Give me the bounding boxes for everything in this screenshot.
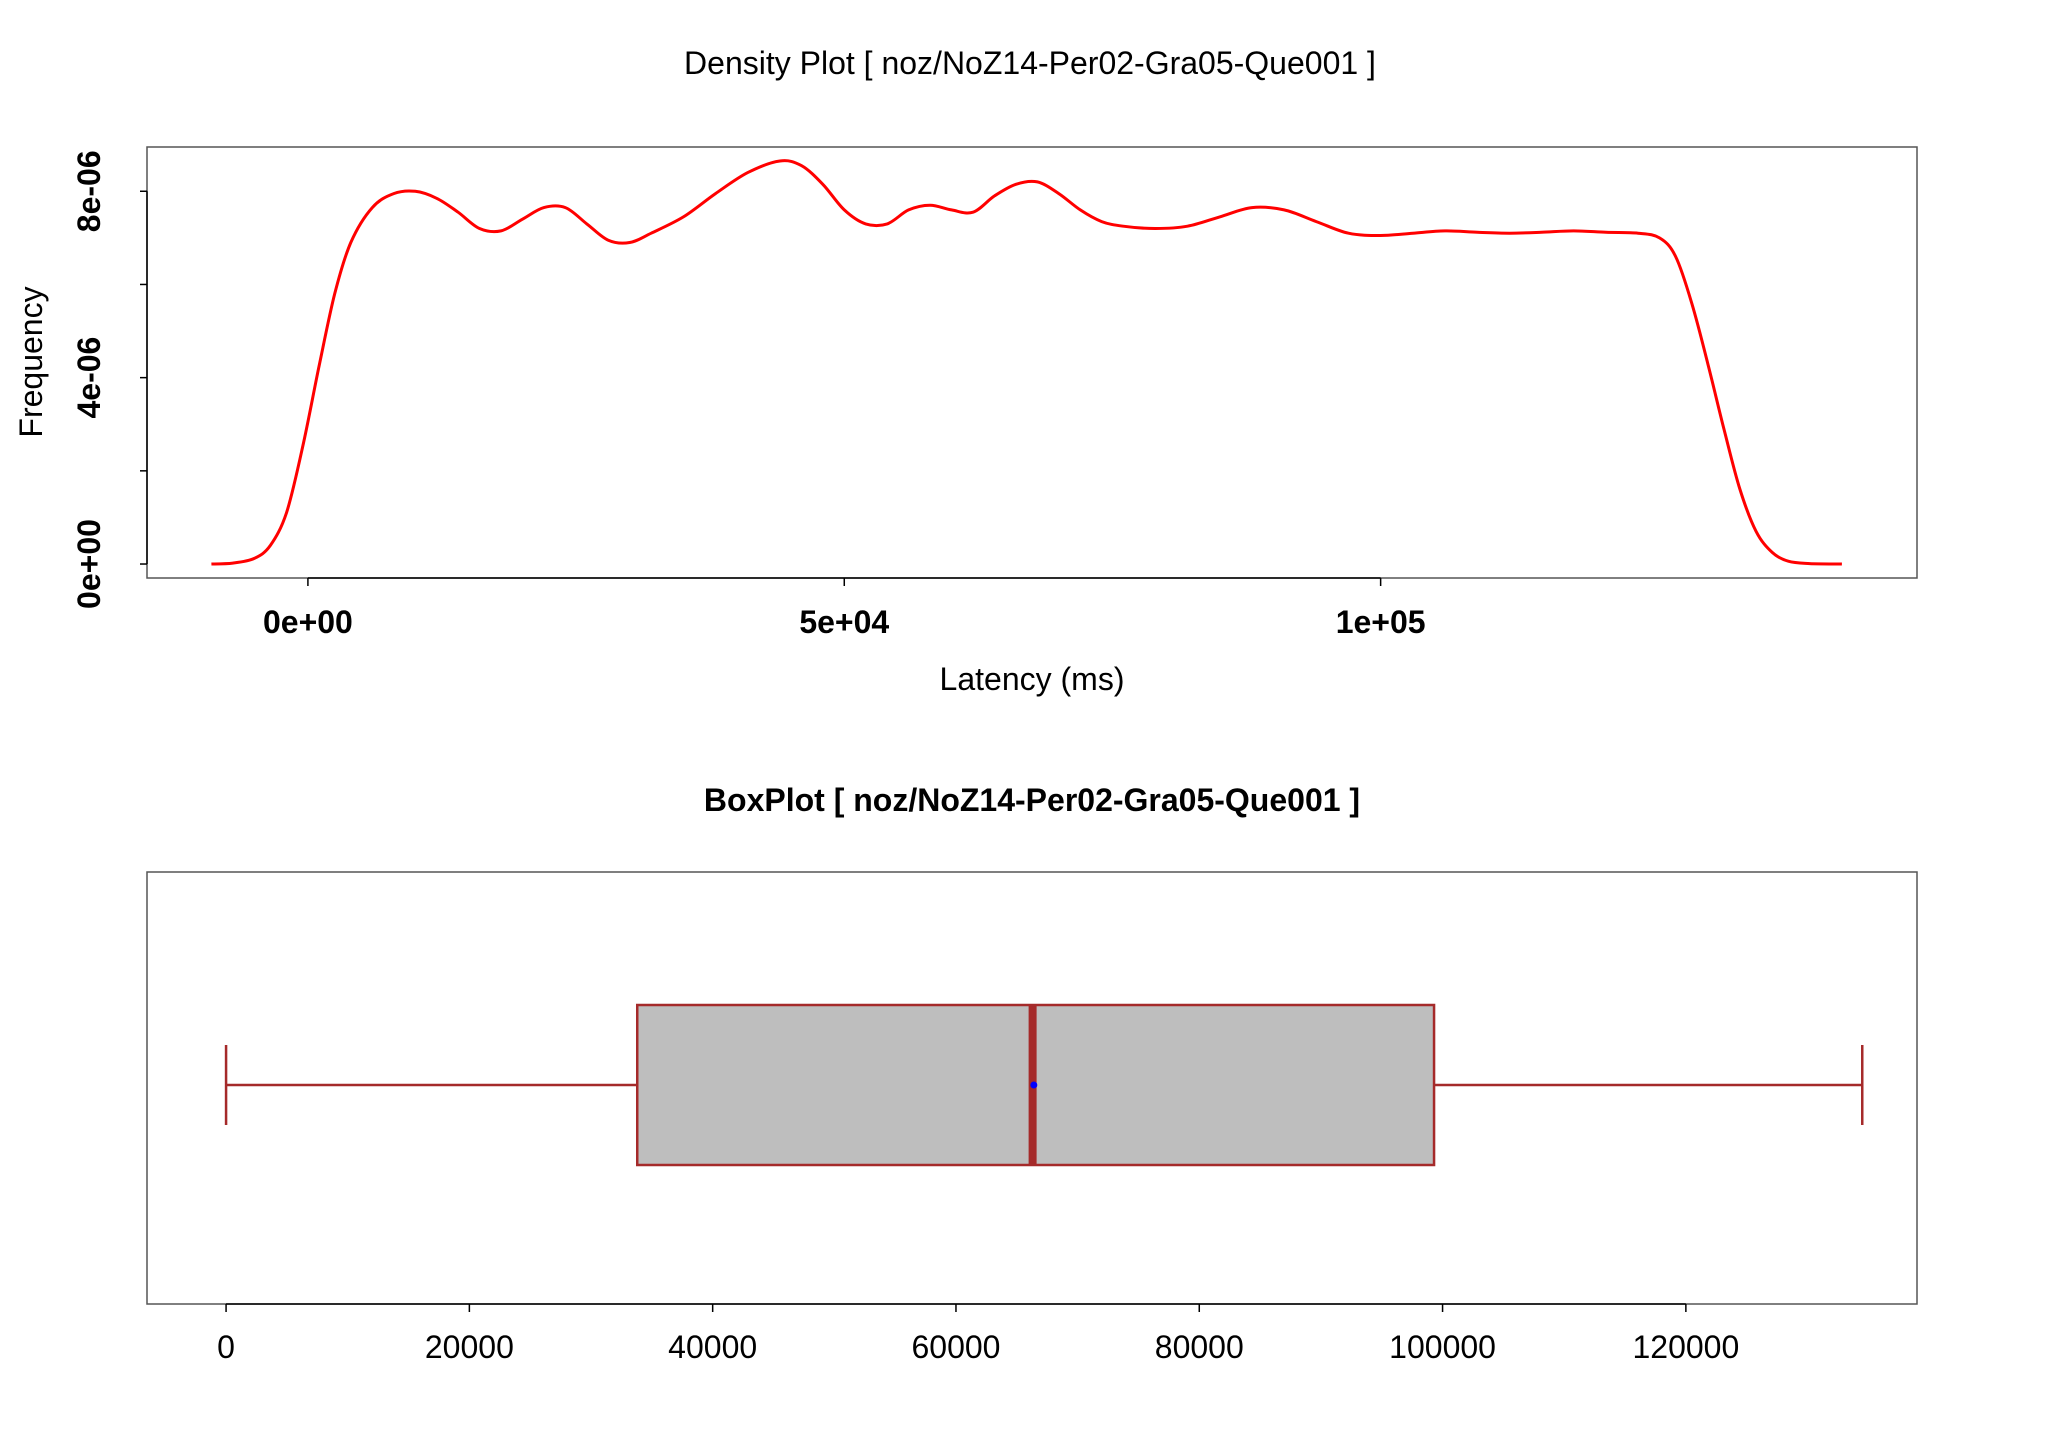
boxplot-x-tick-label: 80000 — [1155, 1329, 1244, 1365]
boxplot-x-tick-label: 0 — [217, 1329, 235, 1365]
density-y-axis: 0e+00 4e-06 8e-06 — [71, 150, 148, 609]
density-x-tick-label: 0e+00 — [263, 604, 353, 640]
density-x-axis: 0e+00 5e+04 1e+05 — [263, 577, 1426, 640]
density-plot-frame — [146, 146, 1918, 579]
density-x-tick-label: 5e+04 — [799, 604, 889, 640]
density-y-tick-label: 8e-06 — [71, 150, 107, 232]
density-y-tick-label: 4e-06 — [71, 337, 107, 419]
density-y-tick-label: 0e+00 — [71, 519, 107, 609]
density-title: Density Plot [ noz/NoZ14-Per02-Gra05-Que… — [684, 45, 1376, 81]
boxplot-x-tick-label: 120000 — [1632, 1329, 1739, 1365]
boxplot-x-tick-label: 40000 — [668, 1329, 757, 1365]
boxplot-title: BoxPlot [ noz/NoZ14-Per02-Gra05-Que001 ] — [704, 782, 1360, 818]
density-x-label: Latency (ms) — [940, 661, 1125, 697]
boxplot-x-tick-label: 60000 — [911, 1329, 1000, 1365]
density-x-tick-label: 1e+05 — [1336, 604, 1426, 640]
boxplot-marks — [224, 1003, 1864, 1167]
boxplot-x-tick-label: 100000 — [1389, 1329, 1496, 1365]
boxplot-x-axis: 0 20000 40000 60000 80000 100000 120000 — [217, 1303, 1739, 1365]
boxplot-mean-point — [1030, 1081, 1038, 1089]
boxplot-x-tick-label: 20000 — [425, 1329, 514, 1365]
density-y-label: Frequency — [13, 286, 49, 437]
density-series-line — [211, 159, 1842, 566]
